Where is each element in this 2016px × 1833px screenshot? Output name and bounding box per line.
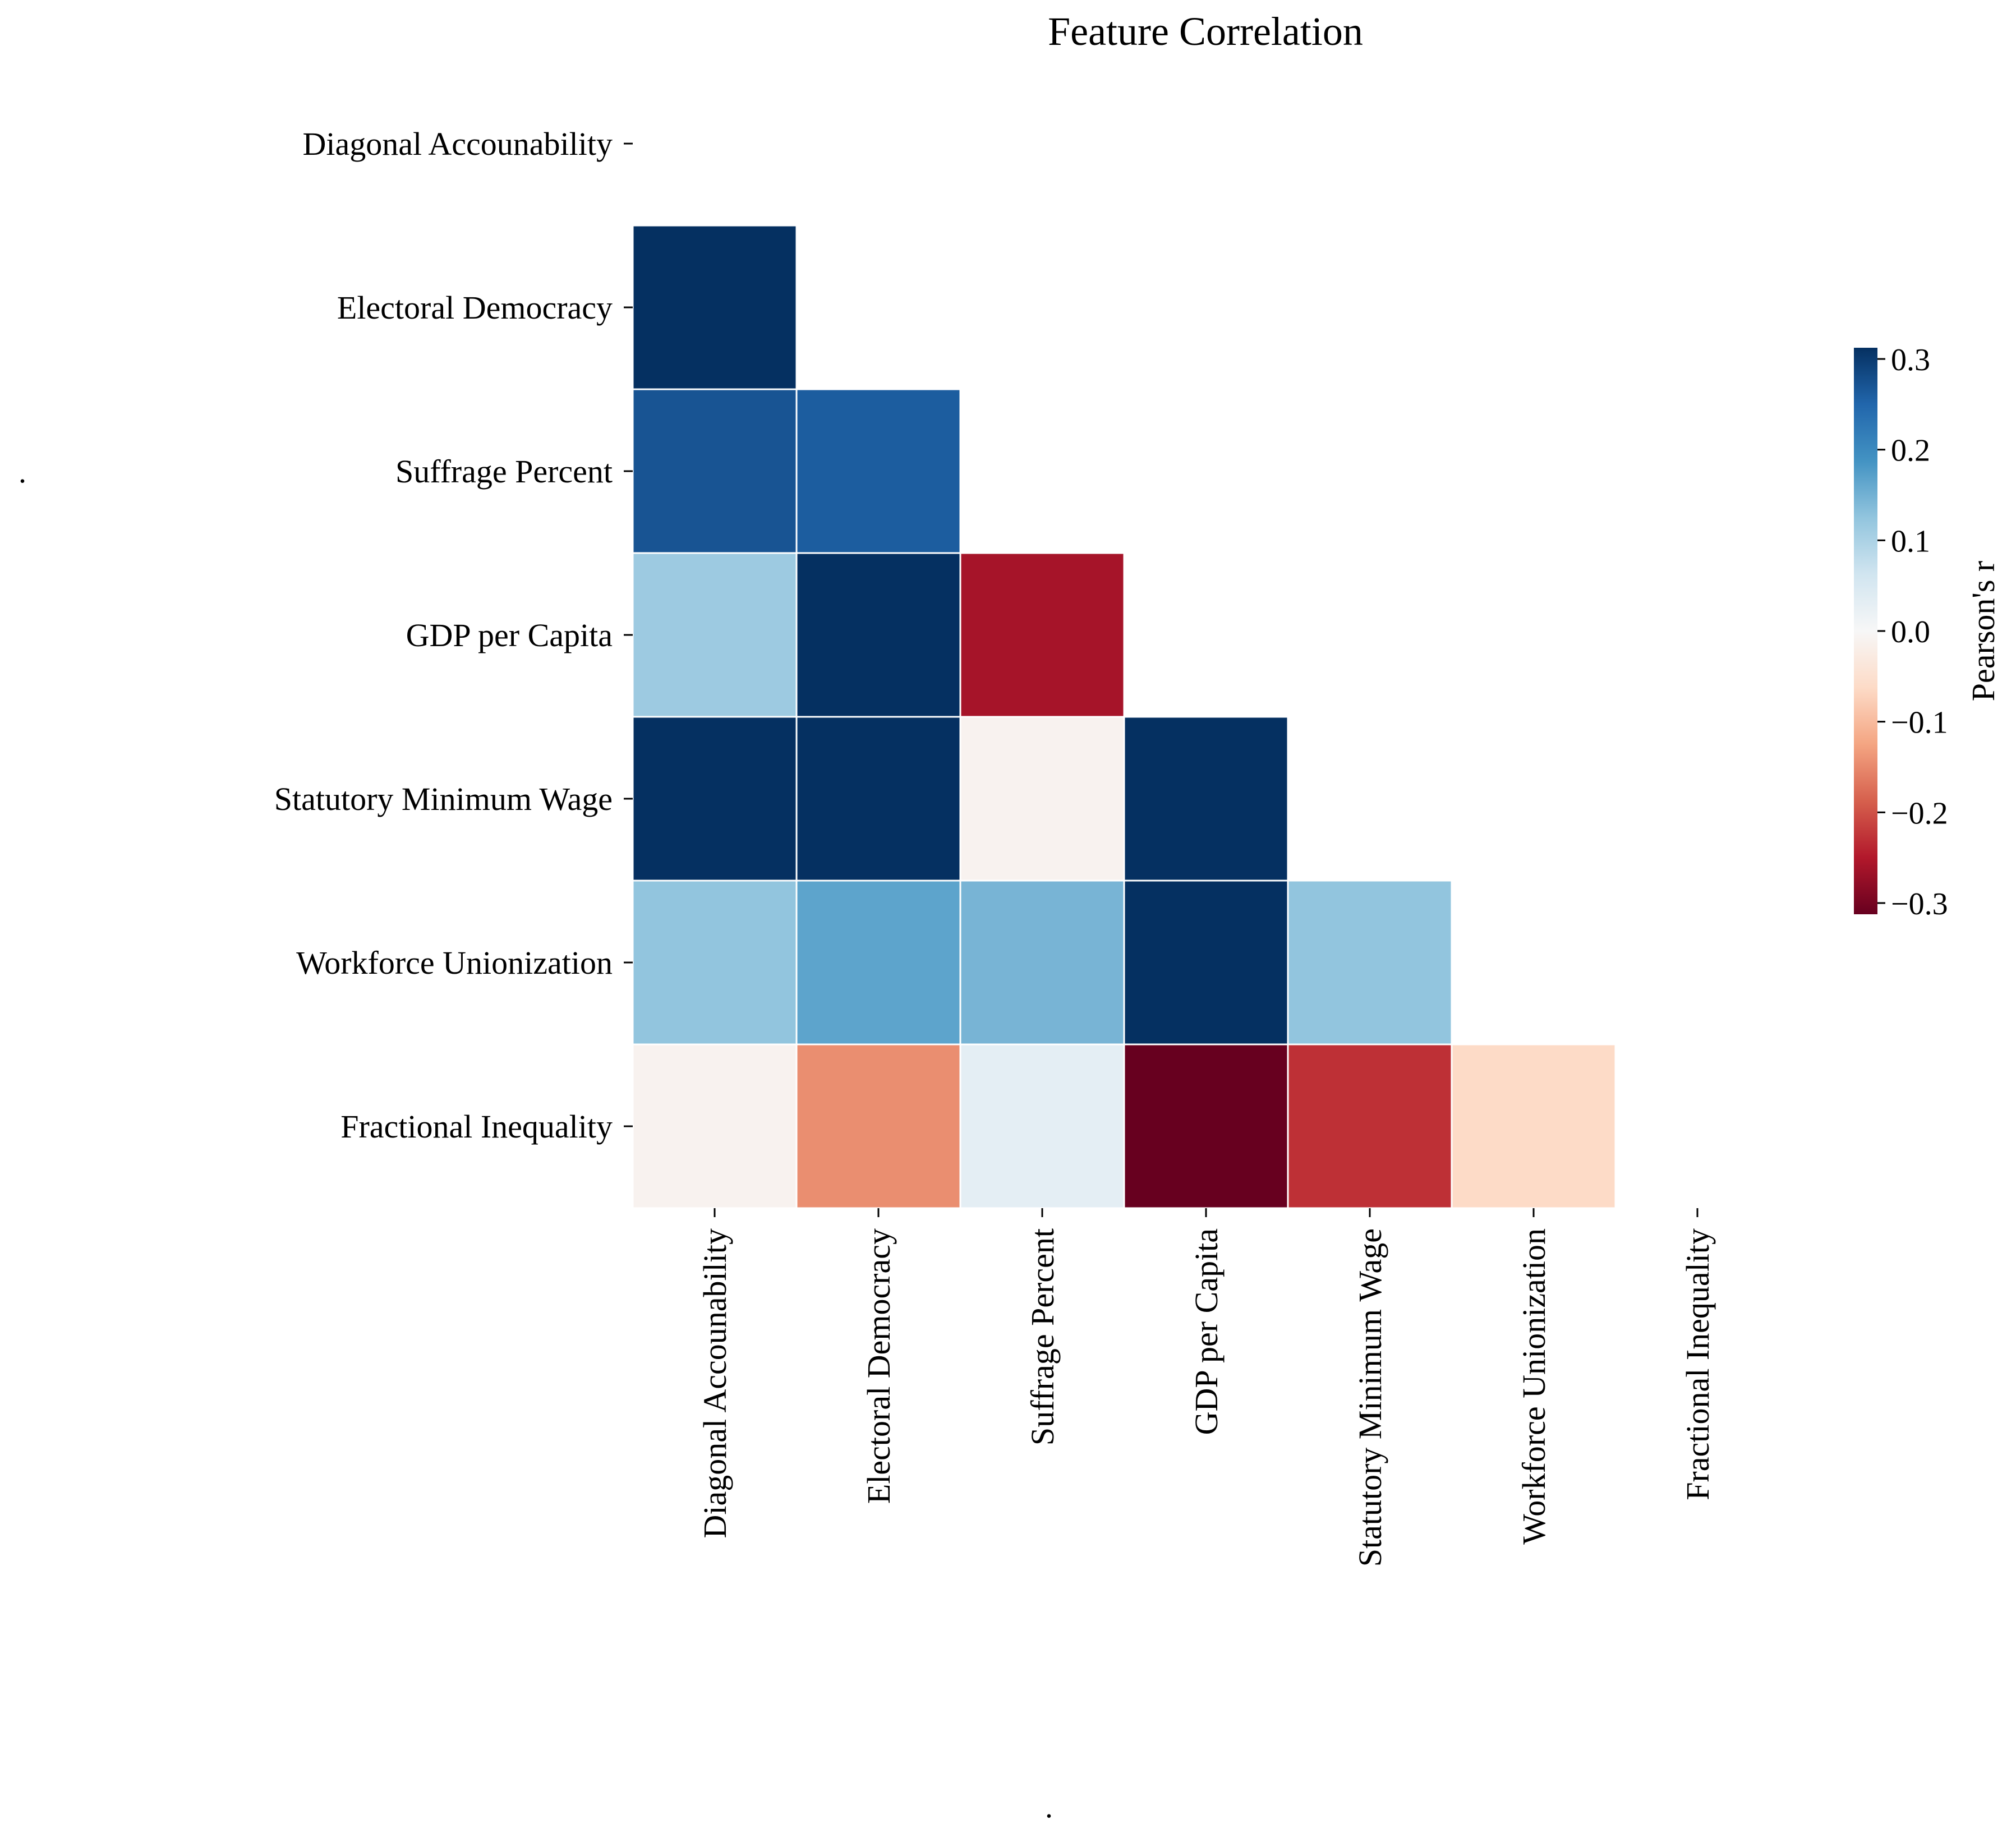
colorbar-tick-label: 0.0 xyxy=(1891,615,1930,650)
heatmap-cell xyxy=(1123,1043,1289,1209)
heatmap-cell xyxy=(632,716,798,882)
heatmap-cell xyxy=(1451,1043,1617,1209)
y-tick-label: Workforce Unionization xyxy=(296,945,613,981)
heatmap-cell xyxy=(632,388,798,554)
y-tick-label: Fractional Inequality xyxy=(340,1108,613,1145)
x-tick-label: Suffrage Percent xyxy=(1024,1228,1061,1445)
colorbar-tick-label: −0.2 xyxy=(1891,796,1948,831)
colorbar-tick-label: −0.3 xyxy=(1891,887,1948,922)
y-axis-label: . xyxy=(19,455,26,490)
x-axis-label: . xyxy=(1045,1790,1053,1825)
colorbar-tick-label: 0.2 xyxy=(1891,434,1930,468)
y-tick-label: Diagonal Accounability xyxy=(303,126,613,162)
heatmap-cell xyxy=(632,1043,798,1209)
x-tick-label: Diagonal Accounability xyxy=(697,1228,733,1538)
chart-title: Feature Correlation xyxy=(1048,9,1363,54)
heatmap-cell xyxy=(959,716,1125,882)
colorbar: 0.3 0.2 0.1 0.0 −0.1 −0.2 −0.3 Pearson's r xyxy=(1854,343,2001,922)
heatmap-cell xyxy=(795,716,961,882)
colorbar-tick-label: 0.3 xyxy=(1891,343,1930,377)
y-tick-label: Electoral Democracy xyxy=(337,289,613,326)
colorbar-gradient xyxy=(1854,348,1877,914)
colorbar-tick-label: 0.1 xyxy=(1891,524,1930,559)
heatmap-cell xyxy=(1123,879,1289,1046)
heatmap-cell xyxy=(1287,879,1453,1046)
heatmap-cell xyxy=(795,1043,961,1209)
heatmap-cell xyxy=(632,552,798,718)
y-tick-labels: Diagonal Accounability Electoral Democrac… xyxy=(274,126,633,1145)
x-tick-label: GDP per Capita xyxy=(1188,1228,1225,1435)
x-tick-label: Fractional Inequality xyxy=(1679,1228,1716,1500)
heatmap-cells xyxy=(632,224,1617,1209)
heatmap-cell xyxy=(959,552,1125,718)
colorbar-ticks: 0.3 0.2 0.1 0.0 −0.1 −0.2 −0.3 xyxy=(1877,343,1948,922)
heatmap-cell xyxy=(959,879,1125,1046)
y-tick-label: Statutory Minimum Wage xyxy=(274,781,613,817)
x-tick-label: Electoral Democracy xyxy=(860,1228,897,1504)
colorbar-tick-label: −0.1 xyxy=(1891,706,1948,740)
x-tick-label: Workforce Unionization xyxy=(1516,1228,1552,1545)
heatmap-cell xyxy=(1123,716,1289,882)
heatmap-cell xyxy=(959,1043,1125,1209)
heatmap-cell xyxy=(795,552,961,718)
colorbar-label: Pearson's r xyxy=(1965,561,2001,701)
y-tick-label: GDP per Capita xyxy=(406,617,613,653)
heatmap-cell xyxy=(632,879,798,1046)
x-tick-labels: Diagonal Accounability Electoral Democrac… xyxy=(697,1208,1716,1567)
heatmap-cell xyxy=(795,879,961,1046)
heatmap-cell xyxy=(795,388,961,554)
y-tick-label: Suffrage Percent xyxy=(395,453,613,490)
heatmap-cell xyxy=(632,224,798,390)
heatmap-cell xyxy=(1287,1043,1453,1209)
x-tick-label: Statutory Minimum Wage xyxy=(1352,1228,1388,1567)
